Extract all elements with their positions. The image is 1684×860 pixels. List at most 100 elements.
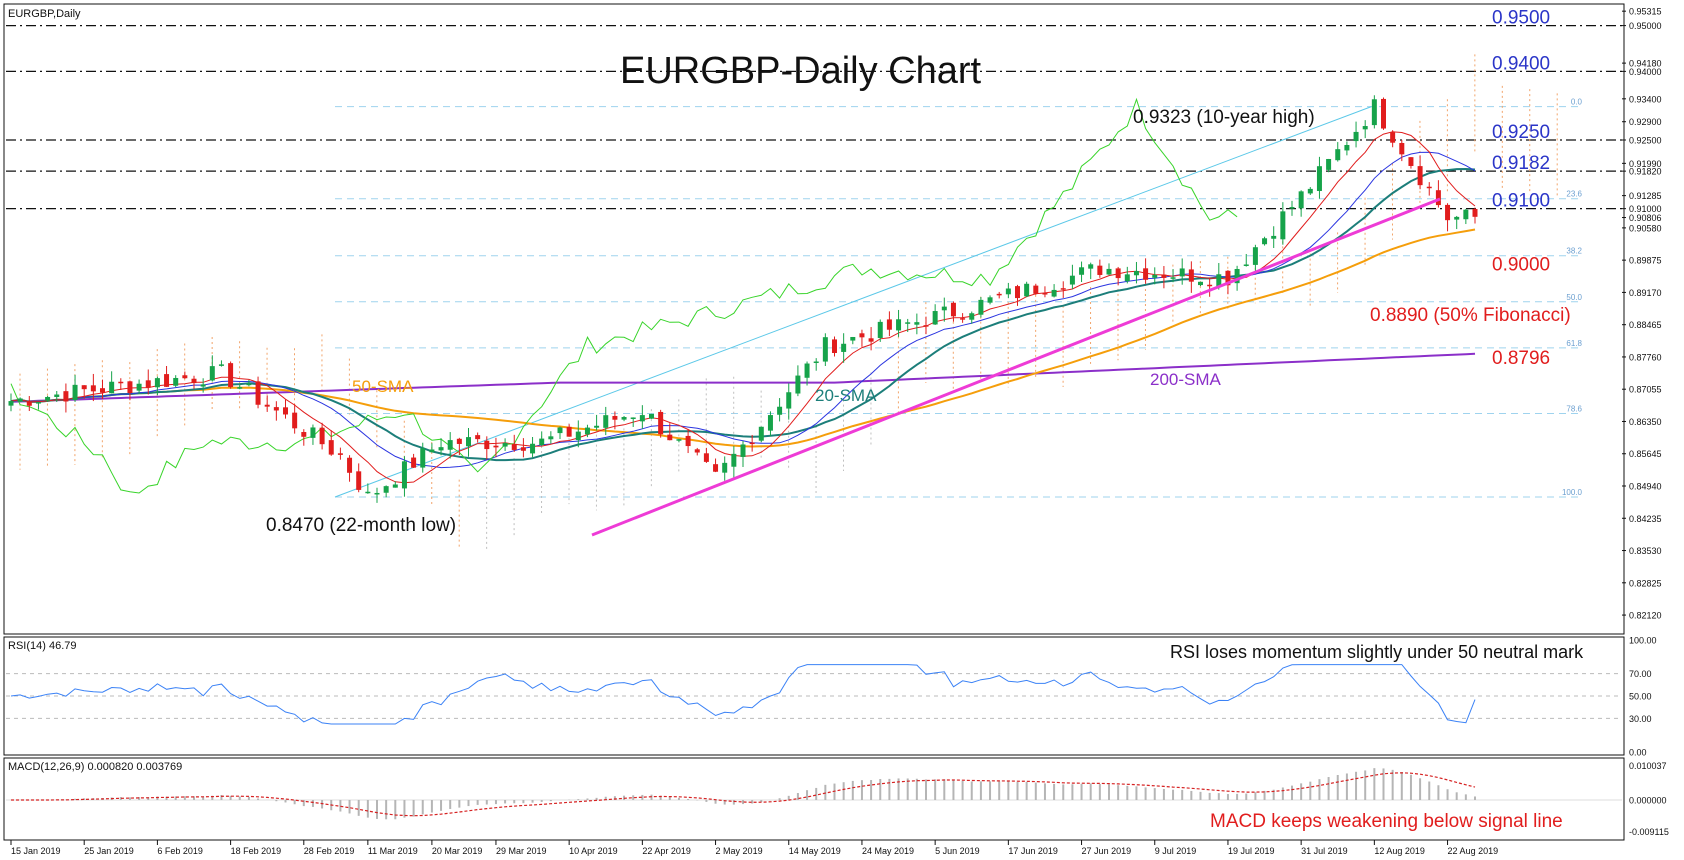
candle <box>1152 267 1158 285</box>
candle <box>218 360 224 367</box>
candle <box>1042 286 1048 298</box>
candle <box>795 365 801 397</box>
candle <box>228 361 234 389</box>
sma20-label: 20-SMA <box>815 386 877 405</box>
candle-body <box>530 443 536 454</box>
candle-body <box>100 388 105 393</box>
candle <box>283 399 288 419</box>
fibonacci-levels: 0.0 23.6 38.2 50.0 61.8 78.6 100.0 <box>335 98 1583 498</box>
candle <box>987 295 993 305</box>
candle <box>1170 269 1176 283</box>
candle <box>969 311 975 324</box>
candle-body <box>26 401 32 406</box>
fib-label: 78.6 <box>1566 404 1582 413</box>
candle <box>118 378 124 391</box>
fib-label: 61.8 <box>1566 339 1582 348</box>
price-label: 0.87055 <box>1629 385 1662 395</box>
candle-body <box>539 438 545 446</box>
candle <box>1280 202 1286 245</box>
candle <box>658 409 664 438</box>
candle-body <box>466 437 471 447</box>
level-label: 0.9400 <box>1492 53 1550 74</box>
level-label: 0.9182 <box>1492 153 1550 174</box>
candle <box>72 374 78 402</box>
rsi-line <box>10 664 1476 725</box>
candle-body <box>493 445 499 448</box>
date-label: 19 Jul 2019 <box>1228 846 1275 856</box>
level-label: 0.8796 <box>1492 348 1550 369</box>
trendline <box>591 197 1441 537</box>
candle <box>777 398 783 422</box>
candle <box>804 361 810 386</box>
candle <box>438 438 444 456</box>
candle-body <box>795 375 801 394</box>
candle <box>191 375 197 389</box>
candle <box>1097 259 1103 278</box>
rsi-note: RSI loses momentum slightly under 50 neu… <box>1170 642 1584 662</box>
candle-body <box>17 398 23 402</box>
candle-body <box>429 449 435 453</box>
fib-label: 23.6 <box>1566 190 1582 199</box>
candle-body <box>841 343 847 352</box>
candle-body <box>703 453 709 462</box>
candle-body <box>1024 283 1030 297</box>
candle-body <box>1198 281 1203 286</box>
candle-body <box>1207 284 1213 287</box>
candle <box>1252 244 1258 275</box>
candle-body <box>347 457 353 473</box>
candle-body <box>987 297 993 303</box>
price-label: 0.93400 <box>1629 94 1662 104</box>
candle-body <box>456 438 462 444</box>
candle-body <box>1335 149 1341 161</box>
candle <box>630 417 636 427</box>
candle-body <box>850 336 856 341</box>
date-label: 28 Feb 2019 <box>304 846 355 856</box>
candle <box>328 430 334 456</box>
candle-body <box>35 402 41 404</box>
candle-body <box>557 427 563 434</box>
candles <box>8 95 1478 503</box>
candle <box>850 336 856 345</box>
candle <box>1069 264 1075 290</box>
candle-body <box>822 337 828 362</box>
candle <box>1051 284 1057 298</box>
candle-body <box>1234 268 1240 284</box>
candle-body <box>1216 274 1222 287</box>
candle <box>264 395 270 412</box>
candle-body <box>127 381 133 394</box>
candle-body <box>749 442 755 445</box>
candle-body <box>246 383 252 386</box>
candle-body <box>118 381 124 384</box>
candle-body <box>639 415 645 422</box>
candle-body <box>767 415 773 431</box>
candle-body <box>603 415 609 428</box>
candle <box>447 432 453 459</box>
candle <box>1060 281 1066 298</box>
candle-body <box>1472 208 1478 217</box>
macd-axis-label: 0.010037 <box>1629 761 1667 771</box>
candle <box>301 429 307 446</box>
candle <box>786 383 792 420</box>
candle-body <box>374 492 380 495</box>
candle-body <box>310 427 316 438</box>
candle <box>54 391 60 402</box>
candle <box>676 438 682 443</box>
candle <box>813 358 819 371</box>
candle <box>484 436 490 460</box>
candle-body <box>438 447 444 451</box>
macd-indicator: 0.010037 0.000000 -0.009115 <box>6 761 1669 837</box>
candle <box>566 424 572 437</box>
candle-body <box>658 411 664 435</box>
candle <box>722 456 728 481</box>
fib-label: 100.0 <box>1562 488 1583 497</box>
candle-body <box>411 457 417 468</box>
candle <box>1005 282 1011 299</box>
candle <box>859 329 865 347</box>
candle-body <box>1463 209 1469 220</box>
date-label: 31 Jul 2019 <box>1301 846 1348 856</box>
rsi-indicator: 100.00 70.00 50.00 30.00 0.00 <box>6 636 1657 758</box>
price-label: 0.86350 <box>1629 417 1662 427</box>
price-label: 0.91000 <box>1629 204 1662 214</box>
candle <box>319 422 325 450</box>
candle-body <box>905 322 911 324</box>
